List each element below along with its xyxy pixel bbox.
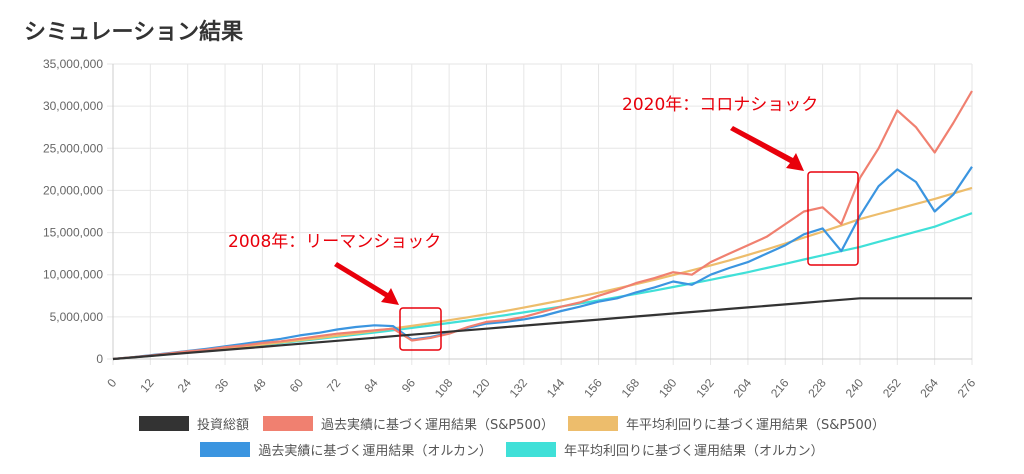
annotation-label-2008: 2008年：リーマンショック bbox=[228, 232, 441, 252]
x-tick-label: 12 bbox=[137, 376, 157, 395]
x-tick-label: 228 bbox=[805, 376, 829, 401]
x-tick-label: 96 bbox=[399, 376, 419, 395]
y-tick-label: 30,000,000 bbox=[43, 99, 103, 113]
y-tick-label: 5,000,000 bbox=[50, 310, 104, 324]
x-tick-label: 204 bbox=[731, 376, 755, 401]
legend-swatch bbox=[200, 442, 251, 457]
legend-swatch bbox=[138, 416, 189, 431]
x-tick-label: 48 bbox=[249, 376, 269, 395]
x-tick-label: 192 bbox=[693, 376, 717, 401]
x-tick-label: 180 bbox=[656, 376, 680, 401]
x-tick-label: 240 bbox=[843, 376, 867, 401]
y-tick-label: 0 bbox=[96, 352, 103, 366]
x-tick-label: 120 bbox=[469, 376, 493, 401]
legend-item-allcountry-actual[interactable]: 過去実績に基づく運用結果（オルカン） bbox=[200, 440, 492, 459]
legend-label: 過去実績に基づく運用結果（オルカン） bbox=[258, 444, 492, 459]
x-tick-label: 144 bbox=[544, 376, 568, 401]
annotation-label-2020: 2020年：コロナショック bbox=[622, 95, 818, 115]
legend-swatch bbox=[262, 416, 313, 431]
x-tick-label: 24 bbox=[175, 376, 195, 395]
x-tick-label: 276 bbox=[955, 376, 979, 401]
legend-item-allcountry-average[interactable]: 年平均利回りに基づく運用結果（オルカン） bbox=[506, 440, 824, 459]
x-tick-label: 60 bbox=[287, 376, 307, 395]
x-tick-label: 84 bbox=[361, 376, 381, 395]
y-tick-label: 10,000,000 bbox=[43, 268, 103, 282]
legend-label: 投資総額 bbox=[196, 418, 249, 433]
x-tick-label: 108 bbox=[432, 376, 456, 401]
legend-row-2: 過去実績に基づく運用結果（オルカン） 年平均利回りに基づく運用結果（オルカン） bbox=[0, 440, 1024, 459]
legend-item-sp500-actual[interactable]: 過去実績に基づく運用結果（S&P500） bbox=[262, 414, 554, 433]
y-tick-label: 35,000,000 bbox=[43, 57, 103, 71]
arrow-icon bbox=[334, 262, 399, 305]
series-line-3 bbox=[112, 166, 973, 361]
series-line-1 bbox=[112, 90, 973, 361]
x-tick-label: 168 bbox=[619, 376, 643, 401]
series-line-0 bbox=[112, 297, 972, 361]
legend-label: 年平均利回りに基づく運用結果（オルカン） bbox=[564, 444, 824, 459]
x-tick-label: 216 bbox=[768, 376, 792, 401]
x-tick-label: 72 bbox=[324, 376, 344, 395]
legend-swatch bbox=[568, 416, 618, 431]
legend-label: 過去実績に基づく運用結果（S&P500） bbox=[320, 418, 554, 433]
series-line-2 bbox=[112, 186, 973, 361]
x-tick-label: 252 bbox=[880, 376, 904, 401]
y-tick-label: 15,000,000 bbox=[43, 226, 103, 240]
arrow-icon bbox=[730, 126, 804, 171]
legend-item-investment-total[interactable]: 投資総額 bbox=[138, 414, 249, 433]
legend-row-1: 投資総額 過去実績に基づく運用結果（S&P500） 年平均利回りに基づく運用結果… bbox=[0, 414, 1024, 433]
x-tick-label: 264 bbox=[917, 376, 941, 401]
x-tick-label: 132 bbox=[507, 376, 531, 401]
y-tick-label: 25,000,000 bbox=[43, 141, 103, 155]
legend-label: 年平均利回りに基づく運用結果（S&P500） bbox=[626, 418, 886, 433]
legend-swatch bbox=[506, 442, 556, 457]
x-tick-label: 0 bbox=[104, 376, 119, 390]
legend-item-sp500-average[interactable]: 年平均利回りに基づく運用結果（S&P500） bbox=[568, 414, 885, 433]
page-title: シミュレーション結果 bbox=[24, 20, 244, 45]
annotation-box-2020 bbox=[807, 171, 859, 266]
annotation-box-2008 bbox=[399, 307, 442, 351]
x-tick-label: 156 bbox=[581, 376, 605, 401]
x-tick-label: 36 bbox=[212, 376, 232, 395]
y-tick-label: 20,000,000 bbox=[43, 183, 103, 197]
